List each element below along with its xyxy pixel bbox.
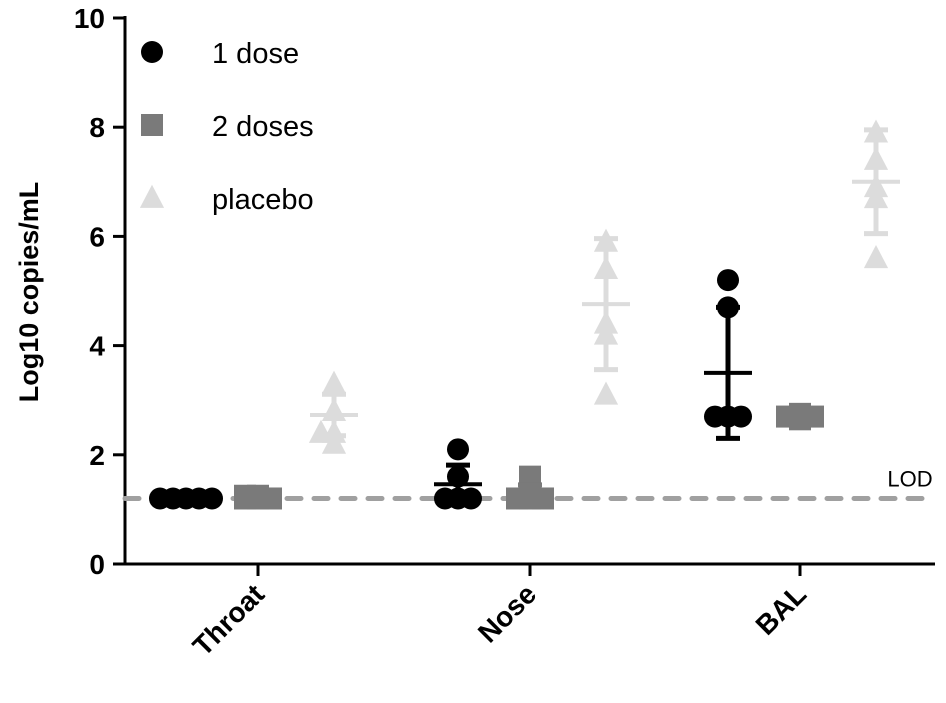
y-tick-label: 6 [89, 221, 105, 252]
data-point [717, 269, 739, 292]
data-point [149, 487, 171, 510]
x-axis: Throat Nose BAL [123, 562, 935, 662]
y-axis-label: Log10 copies/mL [14, 182, 44, 403]
data-point [434, 487, 456, 510]
legend-label: 1 dose [212, 38, 299, 70]
data-point [704, 405, 726, 428]
data-point [234, 484, 256, 507]
legend: 1 dose 2 doses placebo [139, 38, 314, 216]
y-tick-label: 8 [89, 112, 105, 143]
legend-label: placebo [212, 184, 314, 216]
data-point [506, 487, 528, 510]
legend-marker [139, 184, 165, 208]
legend-marker [141, 114, 163, 136]
data-point [447, 438, 469, 461]
data-point [321, 370, 347, 394]
x-tick-label: Nose [472, 578, 542, 648]
y-tick-label: 2 [89, 440, 105, 471]
x-tick-label: Throat [187, 578, 271, 662]
data-point [321, 430, 347, 454]
legend-label: 2 doses [212, 111, 314, 143]
data-point [201, 487, 223, 510]
y-axis: 0 2 4 6 8 10 [74, 3, 127, 580]
data-point [730, 405, 752, 428]
y-tick-label: 10 [74, 3, 105, 34]
y-tick-label: 0 [89, 549, 105, 580]
legend-marker [141, 41, 163, 63]
x-tick-label: BAL [750, 578, 813, 641]
y-tick-label: 4 [89, 331, 105, 362]
data-point [863, 245, 889, 269]
data-point [460, 487, 482, 510]
data-point [593, 381, 619, 405]
data-point [532, 487, 554, 510]
data-marks [149, 119, 900, 510]
lod-label: LOD [887, 466, 932, 491]
